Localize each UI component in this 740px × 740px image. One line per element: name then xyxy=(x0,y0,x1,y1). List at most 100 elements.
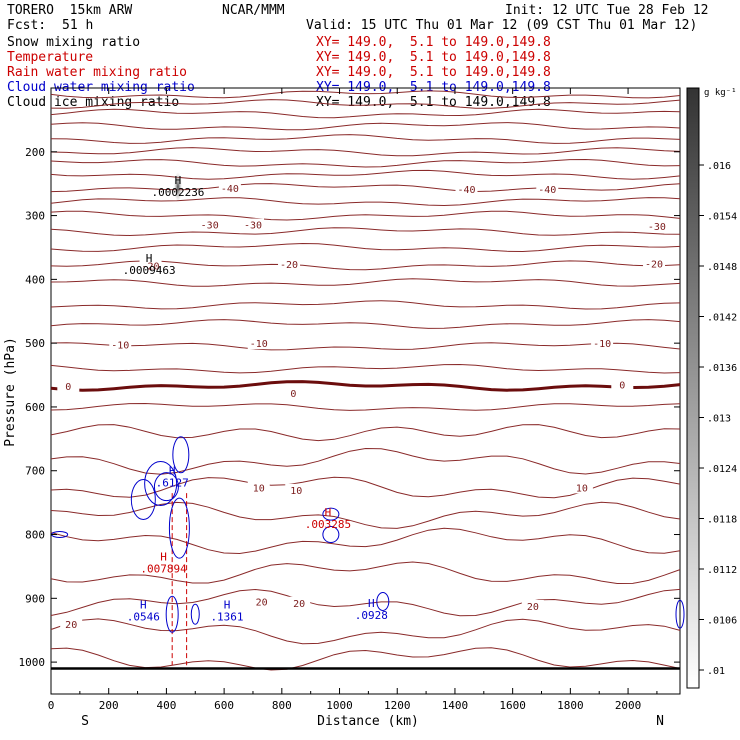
maximum-marker: H xyxy=(140,598,147,611)
x-axis-title: Distance (km) xyxy=(317,714,419,729)
temperature-isotherm xyxy=(50,99,681,109)
contour-label-bg xyxy=(536,182,559,195)
contour-label-bg xyxy=(247,481,270,494)
contour-label-bg xyxy=(285,483,308,496)
contour-label-bg xyxy=(278,258,301,271)
axes: 0 200 400 600 800 1000 1200 1400 1600 1800 2000200… xyxy=(19,88,680,712)
x-tick-label: 0 xyxy=(48,699,55,712)
maximum-marker: H xyxy=(325,506,332,519)
contour-label-bg xyxy=(521,599,544,612)
temperature-isotherm xyxy=(50,402,681,411)
field-name-temperature: Temperature xyxy=(7,50,94,65)
temperature-contour-label: 0 xyxy=(619,381,625,392)
contour-label-bg xyxy=(455,182,478,195)
temperature-contour-label: 20 xyxy=(293,599,305,610)
temperature-contour-label: 10 xyxy=(290,486,302,497)
colorbar-tick-label: .01 xyxy=(707,666,725,677)
y-tick-label: 500 xyxy=(25,337,45,350)
model-title: TORERO 15km ARW xyxy=(7,3,133,18)
field-name-rain: Rain water mixing ratio xyxy=(7,65,188,80)
temperature-contour-label: -30 xyxy=(201,221,219,232)
maximum-marker: H xyxy=(160,550,167,563)
temperature-contour-label: 20 xyxy=(65,620,77,631)
x-tick-label: 400 xyxy=(156,699,176,712)
temperature-isotherm xyxy=(50,588,681,617)
field-xy-rain: XY= 149.0, 5.1 to 149.0,149.8 xyxy=(316,65,551,80)
y-tick-label: 300 xyxy=(25,210,45,223)
colorbar-tick-label: .0136 xyxy=(707,363,737,374)
x-tick-label: 800 xyxy=(272,699,292,712)
init-time: Init: 12 UTC Tue 28 Feb 12 xyxy=(505,3,709,18)
maximum-value: .0009463 xyxy=(123,264,176,277)
temperature-isotherm xyxy=(50,147,681,157)
end-label-south: S xyxy=(81,714,89,729)
y-tick-label: 700 xyxy=(25,465,45,478)
temperature-isotherm xyxy=(50,447,681,475)
temperature-isotherm xyxy=(50,169,681,180)
temperature-contour-label: -30 xyxy=(648,222,666,233)
temperature-isotherm xyxy=(50,618,681,645)
contour-label-bg xyxy=(570,481,593,494)
contour-label-bg xyxy=(198,218,221,231)
contour-label-bg xyxy=(288,596,311,609)
contour-label-bg xyxy=(645,219,668,232)
center-label: NCAR/MMM xyxy=(222,3,285,18)
temperature-contour-label: -20 xyxy=(645,259,663,270)
contour-label-bg xyxy=(250,595,273,608)
y-tick-label: 800 xyxy=(25,529,45,542)
temperature-contour-label: -20 xyxy=(142,261,160,272)
temperature-contour-label: 10 xyxy=(576,483,588,494)
valid-time: Valid: 15 UTC Thu 01 Mar 12 (09 CST Thu … xyxy=(306,18,698,33)
cloud-water-contour xyxy=(153,472,179,502)
temperature-isotherm xyxy=(50,90,681,99)
temperature-contour-label: -30 xyxy=(244,221,262,232)
colorbar-tick-label: .0148 xyxy=(707,262,737,273)
contour-labels: -40 -40 -40 -30 -30 -30 -20 -20 -20 -10 -10 -10 0 0 0 1… xyxy=(57,174,668,631)
x-tick-label: 1400 xyxy=(442,699,469,712)
colorbar xyxy=(686,87,700,689)
temperature-isotherm xyxy=(50,561,681,585)
maximum-value: .0546 xyxy=(127,610,160,623)
temperature-isotherm xyxy=(50,278,681,287)
colorbar-ticks: .016 .0154 .0148 .0142 .0136 .013 .0124 .0118 .0… xyxy=(699,161,737,677)
cloud-water-contour xyxy=(144,460,178,506)
y-tick-label: 1000 xyxy=(19,656,46,669)
x-tick-label: 2000 xyxy=(615,699,642,712)
y-tick-label: 600 xyxy=(25,401,45,414)
contour-label-bg xyxy=(60,617,83,630)
plot-frame xyxy=(50,87,681,695)
temperature-isotherm xyxy=(50,476,681,499)
x-tick-label: 1800 xyxy=(557,699,584,712)
y-tick-label: 900 xyxy=(25,592,45,605)
y-tick-label: 400 xyxy=(25,273,45,286)
maximum-marker: H xyxy=(224,598,231,611)
cloud-water-contour xyxy=(190,603,200,625)
temperature-contour-label: -10 xyxy=(111,340,129,351)
cloud-water-contour xyxy=(168,497,190,559)
temperature-isotherm xyxy=(50,210,681,221)
field-xy-snow: XY= 149.0, 5.1 to 149.0,149.8 xyxy=(316,35,551,50)
maximum-value: .0002236 xyxy=(151,186,204,199)
cloud-water-contour xyxy=(165,595,179,633)
temperature-isotherm xyxy=(50,158,681,168)
temperature-contour-label: 0 xyxy=(290,389,296,400)
colorbar-tick-label: .0112 xyxy=(707,565,737,576)
temperature-contour-label: -10 xyxy=(250,339,268,350)
contour-label-bg xyxy=(247,337,270,350)
contour-label-bg xyxy=(591,337,614,350)
colorbar-tick-label: .013 xyxy=(707,414,731,425)
field-name-snow: Snow mixing ratio xyxy=(7,35,141,50)
temperature-isotherm xyxy=(50,300,681,310)
temperature-isotherm xyxy=(50,647,681,671)
x-tick-label: 1000 xyxy=(326,699,353,712)
temperature-isotherm xyxy=(50,134,681,144)
contour-label-bg xyxy=(218,182,241,195)
temperature-contour-label: 0 xyxy=(65,382,71,393)
contour-label-bg xyxy=(241,218,264,231)
contour-label-bg xyxy=(139,259,162,272)
cloud-water-contour xyxy=(376,592,390,612)
temperature-isotherm xyxy=(50,319,681,329)
contour-label-bg xyxy=(57,379,80,392)
temperature-contour-label: -40 xyxy=(221,184,239,195)
maximum-marker: H xyxy=(169,464,176,477)
